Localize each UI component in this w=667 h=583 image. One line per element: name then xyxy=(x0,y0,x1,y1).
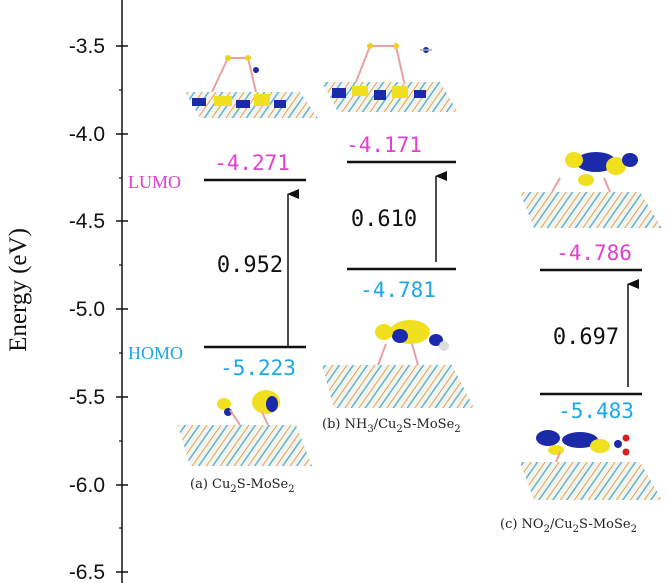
tick-label: -6.0 xyxy=(69,474,105,497)
lumo-value: -4.271 xyxy=(214,151,290,175)
structure-image xyxy=(322,43,458,112)
system-caption: (a) Cu2S-MoSe2 xyxy=(190,477,295,495)
lumo-label: LUMO xyxy=(128,172,181,192)
homo-value: -5.223 xyxy=(220,356,296,380)
homo-label: HOMO xyxy=(128,343,183,363)
lumo-value: -4.171 xyxy=(346,133,422,157)
tick-label: -5.0 xyxy=(69,298,105,321)
tick-label: -4.0 xyxy=(69,123,105,146)
y-axis-label: Energy (eV) xyxy=(5,228,32,352)
lumo-value: -4.786 xyxy=(556,241,632,265)
tick-label: -3.5 xyxy=(69,35,105,58)
homo-value: -4.781 xyxy=(360,278,436,302)
tick-label: -6.5 xyxy=(69,561,105,583)
system-b: -4.171 0.610 -4.781 xyxy=(322,43,474,435)
system-a: -4.271 0.952 -5.223 xyxy=(178,55,318,495)
gap-value: 0.697 xyxy=(553,325,619,350)
gap-value: 0.610 xyxy=(351,207,417,232)
homo-value: -5.483 xyxy=(558,399,634,423)
structure-image xyxy=(520,152,662,228)
structure-image xyxy=(185,55,318,118)
y-ticks xyxy=(116,45,128,573)
tick-label: -4.5 xyxy=(69,210,105,233)
gap-value: 0.952 xyxy=(217,253,283,278)
system-caption: (b) NH3/Cu2S-MoSe2 xyxy=(322,417,461,435)
tick-label: -5.5 xyxy=(69,386,105,409)
structure-image xyxy=(520,430,662,500)
structure-image xyxy=(322,320,474,408)
y-axis: -3.5 -4.0 -4.5 -5.0 -5.5 -6.0 -6.5 Energ… xyxy=(5,0,128,583)
structure-image xyxy=(178,390,312,466)
system-c: -4.786 0.697 -5.483 (c) NO2/Cu2S-MoSe2 xyxy=(500,152,662,535)
system-caption: (c) NO2/Cu2S-MoSe2 xyxy=(500,517,637,535)
